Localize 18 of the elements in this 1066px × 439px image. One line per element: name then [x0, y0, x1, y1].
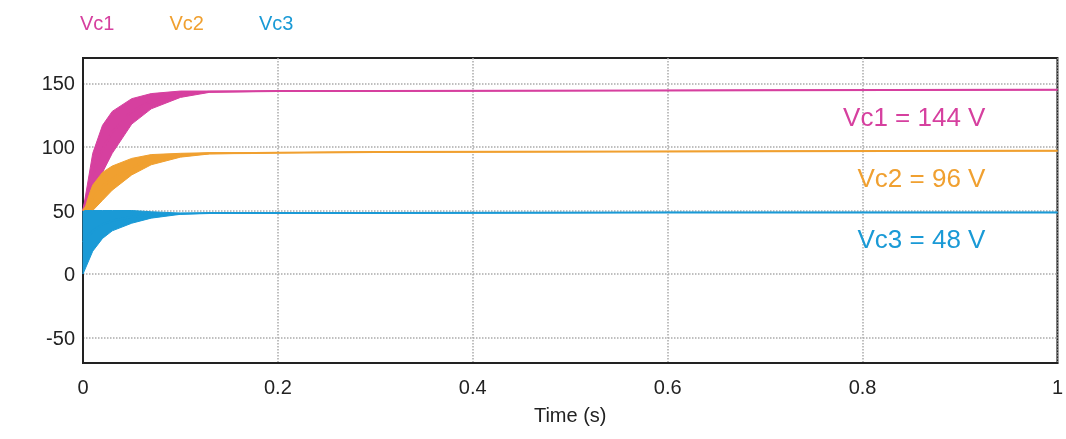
- y-tick-label: 50: [52, 199, 75, 222]
- y-tick-label: 100: [41, 135, 75, 158]
- annotation: Vc1 = 144 V: [843, 101, 987, 132]
- y-tick-label: -50: [46, 326, 75, 349]
- y-tick-label: 0: [63, 263, 75, 286]
- text: Vc3: [258, 12, 294, 34]
- x-tick-label: 0.6: [653, 376, 682, 398]
- x-tick-label: 0: [77, 376, 89, 398]
- x-tick-label: 1: [1051, 376, 1063, 398]
- x-axis-title: Time (s): [533, 404, 607, 426]
- y-tick-label: 150: [41, 72, 75, 95]
- text: Vc2: [169, 12, 204, 34]
- annotation: Vc2 = 96 V: [857, 162, 987, 193]
- text: Vc1: [80, 12, 115, 34]
- x-tick-label: 0.2: [263, 376, 292, 398]
- x-tick-label: 0.8: [848, 376, 877, 398]
- x-tick-label: 0.4: [458, 376, 487, 398]
- annotation: Vc3 = 48 V: [857, 224, 987, 255]
